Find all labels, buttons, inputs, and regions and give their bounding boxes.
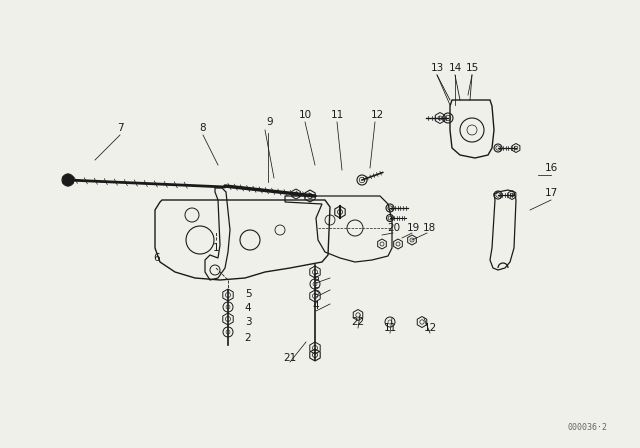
Text: 14: 14 bbox=[449, 63, 461, 73]
Text: 6: 6 bbox=[154, 253, 160, 263]
Text: 22: 22 bbox=[351, 317, 365, 327]
Text: 5: 5 bbox=[244, 289, 252, 299]
Text: 19: 19 bbox=[406, 223, 420, 233]
Text: 000036·2: 000036·2 bbox=[568, 423, 608, 432]
Text: 10: 10 bbox=[298, 110, 312, 120]
Text: 16: 16 bbox=[545, 163, 557, 173]
Text: 13: 13 bbox=[430, 63, 444, 73]
Text: 3: 3 bbox=[244, 317, 252, 327]
Text: 21: 21 bbox=[284, 353, 296, 363]
Text: 4: 4 bbox=[244, 303, 252, 313]
Text: 9: 9 bbox=[267, 117, 273, 127]
Text: 7: 7 bbox=[116, 123, 124, 133]
Text: 12: 12 bbox=[424, 323, 436, 333]
Polygon shape bbox=[63, 174, 73, 186]
Text: 5: 5 bbox=[313, 287, 319, 297]
Text: 15: 15 bbox=[465, 63, 479, 73]
Text: 6: 6 bbox=[313, 273, 319, 283]
Text: 4: 4 bbox=[313, 301, 319, 311]
Text: 1: 1 bbox=[212, 243, 220, 253]
Text: 11: 11 bbox=[330, 110, 344, 120]
Text: 8: 8 bbox=[200, 123, 206, 133]
Text: 17: 17 bbox=[545, 188, 557, 198]
Text: 2: 2 bbox=[244, 333, 252, 343]
Text: 11: 11 bbox=[383, 323, 397, 333]
Text: 20: 20 bbox=[387, 223, 401, 233]
Text: 12: 12 bbox=[371, 110, 383, 120]
Text: 18: 18 bbox=[422, 223, 436, 233]
